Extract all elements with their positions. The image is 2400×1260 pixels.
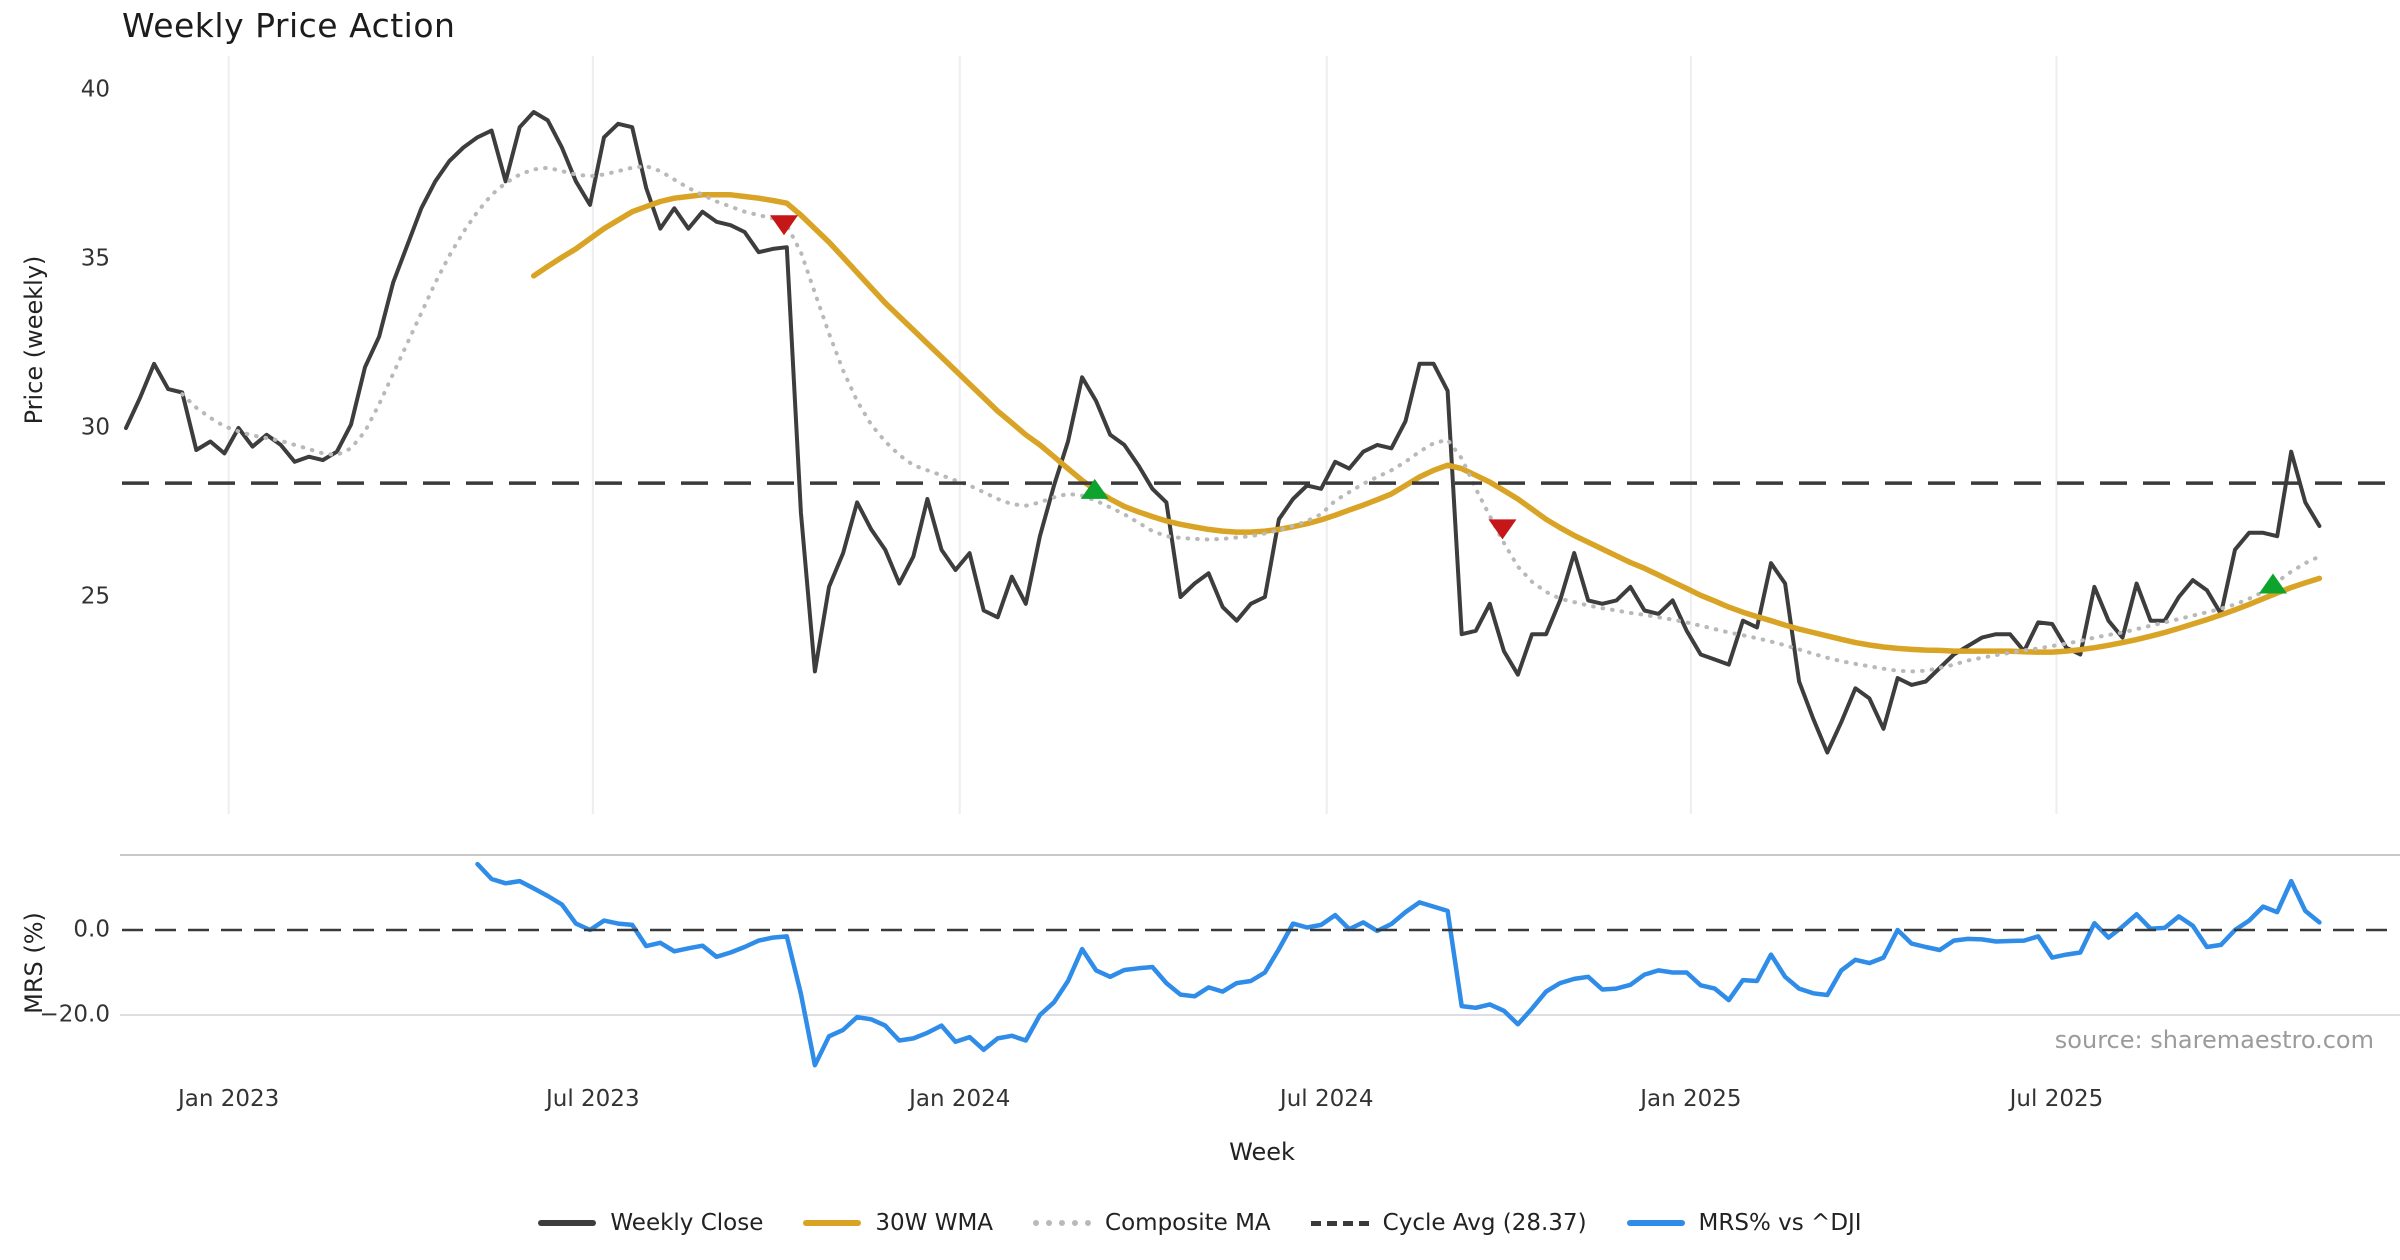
legend-item-weekly-close: Weekly Close <box>538 1210 763 1236</box>
legend-label-composite-ma: Composite MA <box>1105 1210 1271 1236</box>
legend-item-mrs: MRS% vs ^DJI <box>1626 1210 1862 1236</box>
legend-item-cycle-avg: Cycle Avg (28.37) <box>1310 1210 1587 1236</box>
xtick-jul-2024: Jul 2024 <box>1279 1086 1374 1112</box>
cycle-avg-dashed-line-icon <box>1310 1220 1369 1226</box>
xtick-jan-2024: Jan 2024 <box>909 1086 1011 1112</box>
mrs-ytick-0: 0.0 <box>73 916 110 943</box>
xtick-jan-2023: Jan 2023 <box>177 1086 280 1112</box>
mrs-line-icon <box>1626 1220 1685 1226</box>
price-axis-label: Price (weekly) <box>20 255 48 425</box>
price-ytick-30: 30 <box>80 414 110 441</box>
source-watermark: source: sharemaestro.com <box>2054 1026 2374 1054</box>
xtick-jul-2025: Jul 2025 <box>2009 1086 2104 1112</box>
legend-label-30w-wma: 30W WMA <box>875 1210 994 1236</box>
price-ytick-35: 35 <box>80 245 110 272</box>
legend: Weekly Close 30W WMA Composite MA Cycle … <box>0 1210 2400 1236</box>
chart-title: Weekly Price Action <box>122 6 456 45</box>
price-ytick-40: 40 <box>80 76 110 103</box>
mrs-axis-label: MRS (%) <box>20 912 48 1014</box>
mrs-ytick-neg20: −20.0 <box>39 1001 110 1028</box>
xtick-jan-2025: Jan 2025 <box>1640 1086 1742 1112</box>
legend-label-mrs: MRS% vs ^DJI <box>1698 1210 1862 1236</box>
legend-item-composite-ma: Composite MA <box>1033 1210 1271 1236</box>
legend-item-30w-wma: 30W WMA <box>803 1210 993 1236</box>
legend-label-cycle-avg: Cycle Avg (28.37) <box>1382 1210 1587 1236</box>
composite-ma-dotted-line-icon <box>1033 1220 1092 1226</box>
xtick-jul-2023: Jul 2023 <box>545 1086 640 1112</box>
x-axis-label: Week <box>1229 1138 1295 1166</box>
wma-line-icon <box>803 1220 862 1226</box>
price-ytick-25: 25 <box>80 583 110 610</box>
legend-label-weekly-close: Weekly Close <box>610 1210 764 1236</box>
weekly-close-line-icon <box>538 1220 597 1226</box>
